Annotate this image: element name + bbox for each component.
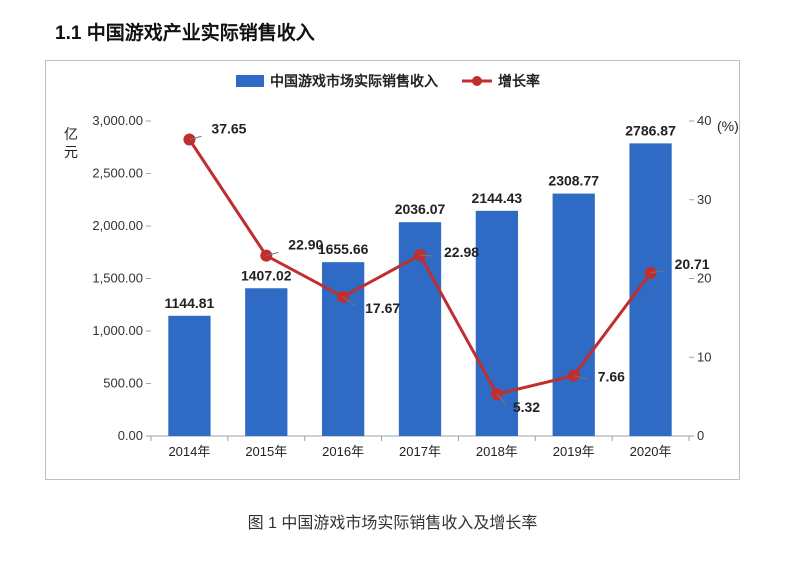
bar bbox=[629, 143, 671, 436]
x-category-label: 2019年 bbox=[553, 444, 595, 459]
growth-value-label: 5.32 bbox=[513, 399, 540, 415]
bar-value-label: 1144.81 bbox=[165, 295, 215, 311]
section-heading: 1.1 中国游戏产业实际销售收入 bbox=[55, 18, 315, 45]
svg-text:10: 10 bbox=[697, 349, 711, 364]
bar-value-label: 2144.43 bbox=[472, 190, 523, 206]
growth-marker bbox=[260, 250, 272, 262]
bar bbox=[553, 194, 595, 436]
growth-value-label: 17.67 bbox=[365, 300, 400, 316]
x-category-label: 2014年 bbox=[168, 444, 210, 459]
chart-container: 0.00 500.00 1,000.00 1,500.00 2,000.00 2,500.… bbox=[45, 60, 740, 480]
growth-value-label: 20.71 bbox=[675, 256, 710, 272]
growth-value-label: 22.98 bbox=[444, 244, 479, 260]
legend-swatch-bar bbox=[236, 75, 264, 87]
svg-text:0.00: 0.00 bbox=[118, 428, 143, 443]
bar-value-label: 2786.87 bbox=[625, 122, 676, 138]
svg-text:20: 20 bbox=[697, 271, 711, 286]
svg-text:2,500.00: 2,500.00 bbox=[92, 166, 143, 181]
revenue-growth-chart: 0.00 500.00 1,000.00 1,500.00 2,000.00 2,500.… bbox=[46, 61, 739, 479]
x-category-label: 2018年 bbox=[476, 444, 518, 459]
x-category-label: 2015年 bbox=[245, 444, 287, 459]
growth-value-label: 37.65 bbox=[211, 121, 246, 137]
y-right-unit: (%) bbox=[717, 118, 739, 134]
growth-value-label: 7.66 bbox=[598, 369, 625, 385]
x-category-label: 2016年 bbox=[322, 444, 364, 459]
svg-text:0: 0 bbox=[697, 428, 704, 443]
growth-value-label: 22.90 bbox=[288, 237, 323, 253]
figure-caption: 图 1 中国游戏市场实际销售收入及增长率 bbox=[0, 509, 785, 533]
svg-text:2,000.00: 2,000.00 bbox=[92, 218, 143, 233]
bar-value-label: 1655.66 bbox=[318, 241, 369, 257]
bar bbox=[476, 211, 518, 436]
svg-text:40: 40 bbox=[697, 113, 711, 128]
x-category-label: 2017年 bbox=[399, 444, 441, 459]
y-left-unit: 亿 bbox=[64, 126, 78, 142]
legend-label-bar: 中国游戏市场实际销售收入 bbox=[270, 73, 438, 89]
page: 1.1 中国游戏产业实际销售收入 0.00 500.00 1,000.00 1,500… bbox=[0, 0, 785, 563]
svg-text:500.00: 500.00 bbox=[103, 376, 143, 391]
bar-value-label: 1407.02 bbox=[241, 267, 292, 283]
svg-text:30: 30 bbox=[697, 192, 711, 207]
bar bbox=[245, 288, 287, 436]
bar bbox=[168, 316, 210, 436]
svg-text:1,500.00: 1,500.00 bbox=[92, 271, 143, 286]
svg-text:1,000.00: 1,000.00 bbox=[92, 323, 143, 338]
bar-value-label: 2036.07 bbox=[395, 201, 446, 217]
y-left-unit: 元 bbox=[64, 144, 78, 160]
svg-text:3,000.00: 3,000.00 bbox=[92, 113, 143, 128]
x-category-label: 2020年 bbox=[630, 444, 672, 459]
bar-value-label: 2308.77 bbox=[548, 173, 599, 189]
legend-label-line: 增长率 bbox=[498, 73, 540, 89]
growth-marker bbox=[183, 134, 195, 146]
